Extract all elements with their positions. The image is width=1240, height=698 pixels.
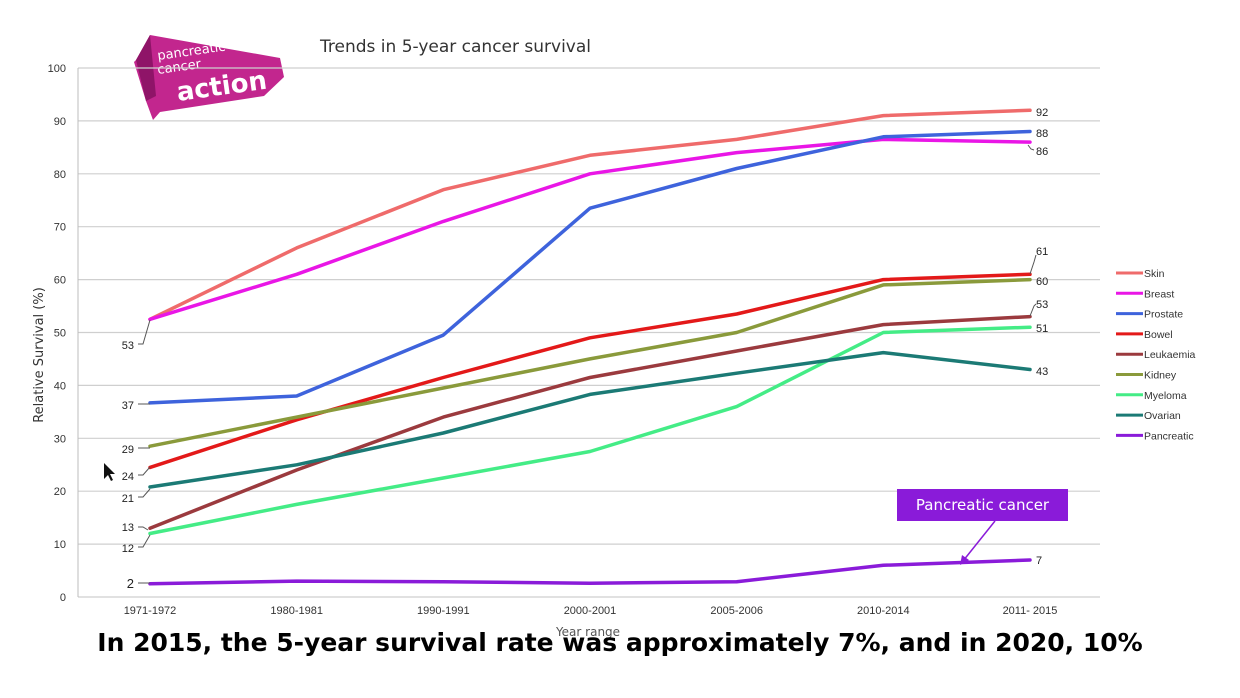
series-line-skin	[148, 108, 1032, 322]
end-label: 51	[1036, 323, 1048, 335]
y-tick-label: 40	[54, 380, 66, 392]
start-label: 12	[122, 543, 134, 555]
x-tick-label: 1971-1972	[124, 605, 177, 617]
x-tick-label: 2005-2006	[710, 605, 763, 617]
start-label: 13	[122, 522, 134, 534]
x-tick-label: 1980-1981	[270, 605, 323, 617]
y-tick-label: 10	[54, 539, 66, 551]
legend-label-bowel: Bowel	[1144, 329, 1173, 341]
x-tick-label: 2011- 2015	[1003, 605, 1058, 617]
series-lines	[148, 108, 1032, 586]
y-tick-label: 30	[54, 433, 66, 445]
legend-label-kidney: Kidney	[1144, 370, 1177, 382]
legend-label-prostate: Prostate	[1144, 309, 1183, 321]
y-tick-label: 60	[54, 275, 66, 287]
series-line-kidney	[148, 277, 1032, 448]
series-line-myeloma	[148, 325, 1032, 536]
start-value-labels: 53 37 29 24 21 13 12 2	[122, 319, 151, 591]
x-axis-label: Year range	[555, 625, 620, 639]
end-value-labels: 92 88 86 61 60 53 51 43 7	[1027, 107, 1048, 567]
series-line-pancreatic	[148, 558, 1032, 586]
start-label-leader	[138, 526, 149, 531]
y-tick-label: 80	[54, 169, 66, 181]
x-tick-label: 1990-1991	[417, 605, 470, 617]
y-tick-label: 70	[54, 222, 66, 234]
x-axis-ticks: 1971-1972 1980-1981 1990-1991 2000-2001 2005…	[124, 605, 1058, 617]
y-tick-label: 0	[60, 592, 66, 604]
series-line-leukaemia	[148, 314, 1032, 530]
pancreatic-callout-arrow	[960, 520, 996, 565]
start-label: 21	[122, 493, 134, 505]
pancreatic-cancer-action-logo: pancreatic cancer action	[134, 35, 284, 120]
end-label: 86	[1036, 146, 1048, 158]
start-label: 2	[127, 576, 134, 591]
x-tick-label: 2010-2014	[857, 605, 910, 617]
end-label-leader	[1029, 254, 1037, 275]
end-label: 53	[1036, 299, 1048, 311]
callout-arrow-head	[960, 555, 969, 565]
legend: Skin Breast Prostate Bowel Leukaemia Kidney My…	[1116, 268, 1196, 442]
start-label-leader	[138, 466, 151, 476]
pancreatic-cancer-callout: Pancreatic cancer	[897, 489, 1068, 521]
end-label-leader	[1027, 144, 1035, 151]
end-label: 7	[1036, 555, 1042, 567]
chart-title: Trends in 5-year cancer survival	[319, 37, 591, 57]
start-label-leader	[138, 488, 151, 498]
series-line-bowel	[148, 272, 1032, 470]
x-tick-label: 2000-2001	[564, 605, 617, 617]
legend-label-skin: Skin	[1144, 268, 1165, 280]
start-label: 37	[122, 400, 134, 412]
callout-arrow-line	[962, 520, 996, 562]
end-label: 43	[1036, 366, 1048, 378]
series-line-ovarian	[148, 350, 1032, 489]
end-label: 61	[1036, 246, 1048, 258]
legend-label-ovarian: Ovarian	[1144, 410, 1181, 422]
y-tick-label: 50	[54, 328, 66, 340]
legend-label-myeloma: Myeloma	[1144, 390, 1187, 402]
legend-label-leukaemia: Leukaemia	[1144, 349, 1196, 361]
y-tick-label: 90	[54, 116, 66, 128]
start-label-leader	[138, 319, 151, 345]
y-tick-label: 100	[48, 63, 66, 75]
logo-banner-shape	[134, 35, 284, 120]
legend-label-pancreatic: Pancreatic	[1144, 430, 1194, 442]
gridlines	[77, 67, 1100, 598]
end-label-leader	[1029, 303, 1037, 317]
start-label-leader	[138, 534, 151, 548]
y-tick-label: 20	[54, 486, 66, 498]
legend-label-breast: Breast	[1144, 288, 1174, 300]
start-label: 24	[122, 471, 134, 483]
mouse-cursor-icon	[104, 463, 115, 481]
series-line-prostate	[148, 129, 1032, 405]
y-axis-ticks: 0 10 20 30 40 50 60 70 80 90 100	[48, 63, 66, 604]
start-label: 53	[122, 340, 134, 352]
end-label: 60	[1036, 276, 1048, 288]
caption: In 2015, the 5-year survival rate was ap…	[97, 628, 1143, 657]
series-line-breast	[148, 137, 1032, 322]
end-label: 88	[1036, 128, 1048, 140]
start-label: 29	[122, 444, 134, 456]
y-axis-label: Relative Survival (%)	[32, 287, 47, 423]
end-label: 92	[1036, 107, 1048, 119]
